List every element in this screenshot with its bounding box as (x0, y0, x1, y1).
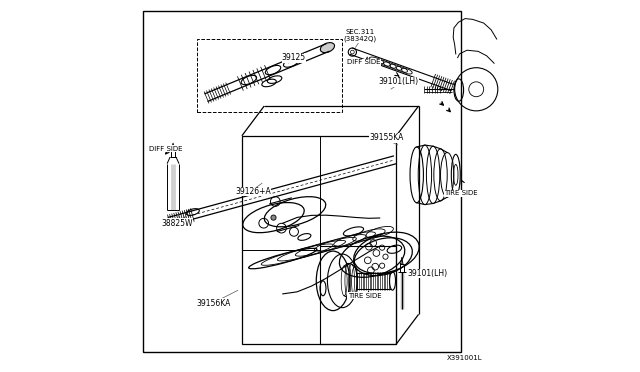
Text: 39156KA: 39156KA (196, 299, 231, 308)
Text: 38825W: 38825W (161, 219, 193, 228)
Text: TIRE SIDE: TIRE SIDE (348, 293, 381, 299)
Bar (197, 39, 342, 112)
Text: X391001L: X391001L (447, 355, 483, 361)
Bar (320, 246, 396, 344)
Text: DIFF SIDE: DIFF SIDE (149, 146, 182, 152)
Ellipse shape (321, 43, 335, 52)
Text: SEC.311: SEC.311 (345, 29, 374, 35)
Text: (38342Q): (38342Q) (343, 36, 376, 42)
Bar (242, 136, 396, 344)
Text: 39155KA: 39155KA (370, 133, 404, 142)
Text: 39126+A: 39126+A (235, 187, 271, 196)
Bar (143, 11, 461, 352)
Text: 39101(LH): 39101(LH) (378, 77, 418, 86)
Text: 39125: 39125 (282, 53, 306, 62)
Text: 39101(LH): 39101(LH) (408, 269, 448, 278)
Circle shape (271, 215, 276, 220)
Text: TIRE SIDE: TIRE SIDE (445, 190, 478, 196)
Text: DIFF SIDE: DIFF SIDE (347, 60, 381, 65)
